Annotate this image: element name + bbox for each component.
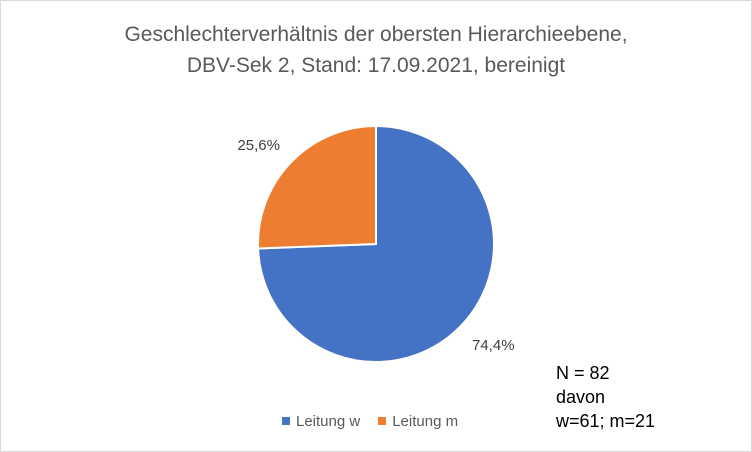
- chart-title: Geschlechterverhältnis der obersten Hier…: [1, 19, 751, 81]
- data-label-leitung-m: 25,6%: [237, 137, 280, 154]
- pie-slice-leitung-m: [257, 124, 377, 250]
- legend-item-leitung-w: Leitung w: [282, 413, 360, 430]
- legend-swatch-leitung-m: [378, 417, 387, 425]
- data-label-leitung-w: 74,4%: [472, 337, 515, 354]
- note-line-2: davon: [556, 387, 606, 407]
- legend-label-leitung-m: Leitung m: [392, 412, 459, 430]
- pie-slice-leitung-w: [257, 124, 495, 363]
- note-line-3: w=61; m=21: [556, 411, 656, 431]
- chart-title-line-1: Geschlechterverhältnis der obersten Hier…: [124, 23, 628, 46]
- chart-title-line-2: DBV-Sek 2, Stand: 17.09.2021, bereinigt: [186, 54, 566, 77]
- note-line-1: N = 82: [556, 363, 610, 383]
- legend-label-leitung-w: Leitung w: [296, 412, 361, 430]
- legend-swatch-leitung-w: [282, 417, 290, 425]
- legend: Leitung w Leitung m: [282, 411, 458, 431]
- legend-item-leitung-m: Leitung m: [378, 413, 458, 430]
- sample-size-note: N = 82 davon w=61; m=21: [556, 361, 655, 433]
